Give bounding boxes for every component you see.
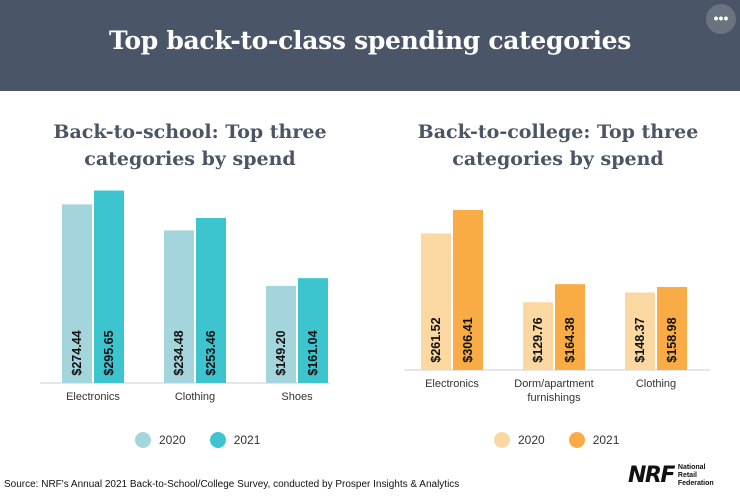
legend-label: 2020 (518, 433, 545, 447)
college-legend-2021: 2021 (568, 432, 620, 448)
college-legend: 2020 2021 (494, 432, 633, 448)
school-category-label: Clothing (175, 391, 215, 403)
college-bar-2021-0 (453, 209, 483, 370)
source-note: Source: NRF's Annual 2021 Back-to-School… (4, 479, 460, 490)
college-value-label: $158.98 (665, 317, 679, 362)
school-bar-2020-1 (164, 230, 194, 383)
school-value-label: $161.04 (306, 330, 320, 375)
school-category-label: Electronics (66, 391, 120, 403)
legend-label: 2021 (233, 433, 261, 447)
school-chart-title: Back-to-school: Top three categories by … (20, 119, 360, 173)
legend-swatch (135, 432, 151, 448)
nrf-logo-mark: NRF (628, 463, 675, 488)
nrf-logo: NRF National Retail Federation (628, 463, 714, 488)
college-chart-title-line1: Back-to-college: Top three (417, 121, 699, 143)
legend-label: 2021 (592, 433, 620, 447)
school-bar-2021-0 (94, 190, 124, 383)
legend-swatch (494, 432, 510, 448)
school-value-label: $149.20 (274, 330, 288, 375)
school-chart-title-line2: categories by spend (84, 148, 296, 170)
college-bar-2021-2 (657, 286, 687, 370)
school-bar-2021-1 (196, 217, 226, 383)
college-value-label: $129.76 (531, 317, 545, 362)
college-value-label: $164.38 (563, 317, 577, 362)
legend-swatch (209, 432, 226, 448)
header-banner: Top back-to-class spending categories ••… (0, 0, 740, 91)
nrf-logo-text: National Retail Federation (678, 464, 714, 488)
legend-swatch (568, 432, 585, 448)
nrf-logo-line: National (677, 463, 706, 471)
school-value-label: $274.44 (70, 330, 84, 375)
college-value-label: $306.41 (461, 317, 475, 362)
college-category-label: Clothing (636, 378, 676, 390)
college-legend-2020: 2020 (494, 432, 545, 448)
college-bar-2020-1 (523, 302, 553, 370)
college-category-label: Electronics (425, 378, 479, 390)
legend-label: 2020 (159, 433, 186, 447)
college-chart-title: Back-to-college: Top three categories by… (388, 119, 728, 173)
college-value-label: $148.37 (633, 317, 647, 362)
school-value-label: $253.46 (204, 330, 218, 375)
college-bar-2020-0 (421, 233, 451, 370)
school-bar-2021-2 (298, 278, 328, 383)
school-chart-title-line1: Back-to-school: Top three (53, 121, 327, 143)
school-legend: 2020 2021 (135, 432, 274, 448)
school-bar-2020-0 (62, 204, 92, 383)
college-category-label: furnishings (527, 392, 581, 404)
school-legend-2021: 2021 (209, 432, 261, 448)
school-legend-2020: 2020 (135, 432, 186, 448)
nrf-logo-line: Federation (677, 479, 714, 487)
more-options-button[interactable]: ••• (706, 4, 736, 34)
school-value-label: $295.65 (102, 330, 116, 375)
college-category-label: Dorm/apartment (514, 378, 593, 390)
school-value-label: $234.48 (172, 330, 186, 375)
school-bar-2020-2 (266, 285, 296, 383)
page-title: Top back-to-class spending categories (108, 26, 632, 55)
college-value-label: $261.52 (429, 317, 443, 362)
college-bar-2020-2 (625, 292, 655, 370)
more-horizontal-icon: ••• (713, 10, 729, 26)
college-bar-2021-1 (555, 284, 585, 370)
school-category-label: Shoes (281, 391, 313, 403)
nrf-logo-line: Retail (677, 471, 697, 479)
college-chart-title-line2: categories by spend (452, 148, 664, 170)
